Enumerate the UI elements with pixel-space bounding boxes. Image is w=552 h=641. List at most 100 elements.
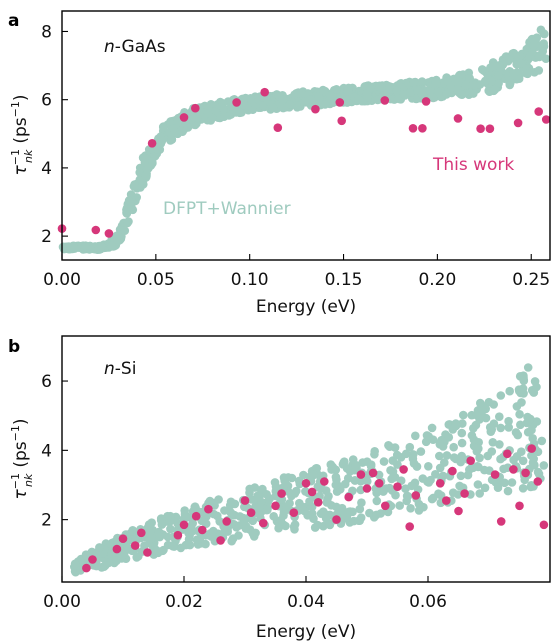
dfpt-point: [167, 135, 177, 144]
dfpt-point: [215, 517, 224, 526]
dfpt-point: [541, 54, 551, 63]
this-work-point: [521, 468, 530, 478]
dfpt-point: [118, 550, 128, 559]
this-work-point: [313, 498, 323, 507]
dfpt-point: [444, 433, 454, 442]
dfpt-point: [428, 93, 438, 103]
dfpt-point: [539, 461, 549, 470]
dfpt-point: [321, 486, 331, 496]
dfpt-point: [193, 113, 202, 123]
this-work-point: [408, 124, 418, 133]
y-tick-label: 6: [41, 372, 52, 392]
panel-a-y-sup: −1: [9, 149, 22, 165]
this-work-point: [311, 104, 320, 114]
dfpt-point: [457, 428, 467, 438]
panel-a-y-unit-sup: −1: [9, 101, 22, 117]
dfpt-point: [326, 91, 336, 101]
panel-b-y-ticks: 2 4 6: [41, 372, 68, 531]
x-tick-label: 0.15: [325, 270, 363, 290]
this-work-point: [91, 225, 101, 235]
panel-a: a 0.00 0.05 0.10 0.15 0.20 0.25 2 4 6 8 n-GaAs D…: [8, 10, 551, 317]
panel-b-y-unit-close: ): [11, 419, 31, 426]
panel-a-x-ticks: 0.00 0.05 0.10 0.15 0.20 0.25: [43, 254, 550, 290]
dfpt-point: [475, 489, 485, 498]
this-work-point: [534, 107, 543, 116]
dfpt-point: [343, 474, 353, 483]
this-work-point: [453, 114, 463, 123]
dfpt-point: [322, 498, 332, 507]
dfpt-point: [140, 541, 149, 550]
this-work-point: [509, 465, 518, 474]
panel-a-dfpt-label: DFPT+Wannier: [163, 199, 291, 219]
dfpt-point: [476, 398, 485, 408]
panel-b-x-axis-label: Energy (eV): [256, 622, 356, 641]
panel-a-sample-suffix: -GaAs: [115, 37, 166, 57]
dfpt-point: [407, 481, 417, 491]
dfpt-point: [248, 516, 258, 526]
panel-b-y-sup: −1: [9, 473, 22, 489]
dfpt-point: [259, 101, 268, 111]
dfpt-point: [373, 95, 383, 105]
panel-b-y-axis-label: τ−1nk(ps−1): [9, 419, 35, 500]
dfpt-point: [532, 417, 542, 426]
x-tick-label: 0.20: [418, 270, 456, 290]
dfpt-point: [287, 491, 296, 501]
dfpt-point: [401, 449, 411, 459]
dfpt-point: [130, 181, 140, 191]
panel-a-this-work-label: This work: [432, 155, 514, 175]
this-work-point: [118, 534, 128, 543]
this-work-point: [130, 541, 140, 550]
this-work-point: [344, 492, 354, 502]
dfpt-point: [480, 483, 490, 493]
dfpt-point: [446, 81, 456, 91]
this-work-point: [173, 530, 183, 540]
x-tick-label: 0.00: [43, 592, 81, 612]
dfpt-point: [473, 480, 483, 489]
dfpt-point: [239, 100, 248, 110]
dfpt-point: [209, 526, 218, 536]
panel-b-y-unit-sup: −1: [9, 425, 22, 441]
y-tick-label: 4: [41, 159, 52, 179]
dfpt-point: [409, 459, 419, 468]
dfpt-point: [166, 524, 175, 534]
dfpt-point: [453, 490, 463, 499]
dfpt-point: [485, 423, 495, 432]
dfpt-point: [528, 458, 538, 467]
panel-a-x-axis-label: Energy (eV): [256, 297, 356, 317]
panel-a-y-axis-label: τ−1nk(ps−1): [9, 95, 35, 176]
dfpt-point: [375, 82, 385, 92]
dfpt-point: [95, 543, 104, 552]
dfpt-point: [126, 202, 136, 211]
x-tick-label: 0.00: [43, 270, 81, 290]
panel-b-sample-suffix: -Si: [115, 359, 137, 379]
this-work-point: [277, 489, 286, 498]
dfpt-point: [142, 165, 152, 174]
this-work-point: [368, 468, 378, 478]
dfpt-point: [337, 503, 347, 513]
this-work-point: [260, 87, 270, 97]
dfpt-point: [495, 440, 504, 449]
panel-letter-b: b: [8, 337, 20, 357]
dfpt-point: [278, 95, 287, 104]
dfpt-point: [379, 457, 389, 466]
this-work-point: [307, 487, 317, 497]
dfpt-point: [534, 66, 544, 75]
dfpt-point: [226, 497, 236, 507]
dfpt-point: [332, 85, 341, 94]
this-work-point: [411, 491, 421, 500]
this-work-point: [503, 449, 512, 459]
dfpt-point: [123, 218, 132, 228]
dfpt-point: [469, 89, 478, 98]
dfpt-point: [389, 472, 398, 481]
this-work-point: [374, 479, 384, 488]
dfpt-point: [474, 444, 483, 453]
dfpt-point: [372, 488, 381, 498]
dfpt-point: [475, 80, 485, 89]
this-work-point: [320, 477, 329, 486]
dfpt-point: [494, 71, 504, 80]
dfpt-point: [257, 497, 266, 507]
panel-a-this-work-dots: [57, 87, 551, 238]
x-tick-label: 0.05: [137, 270, 175, 290]
dfpt-point: [132, 553, 141, 562]
